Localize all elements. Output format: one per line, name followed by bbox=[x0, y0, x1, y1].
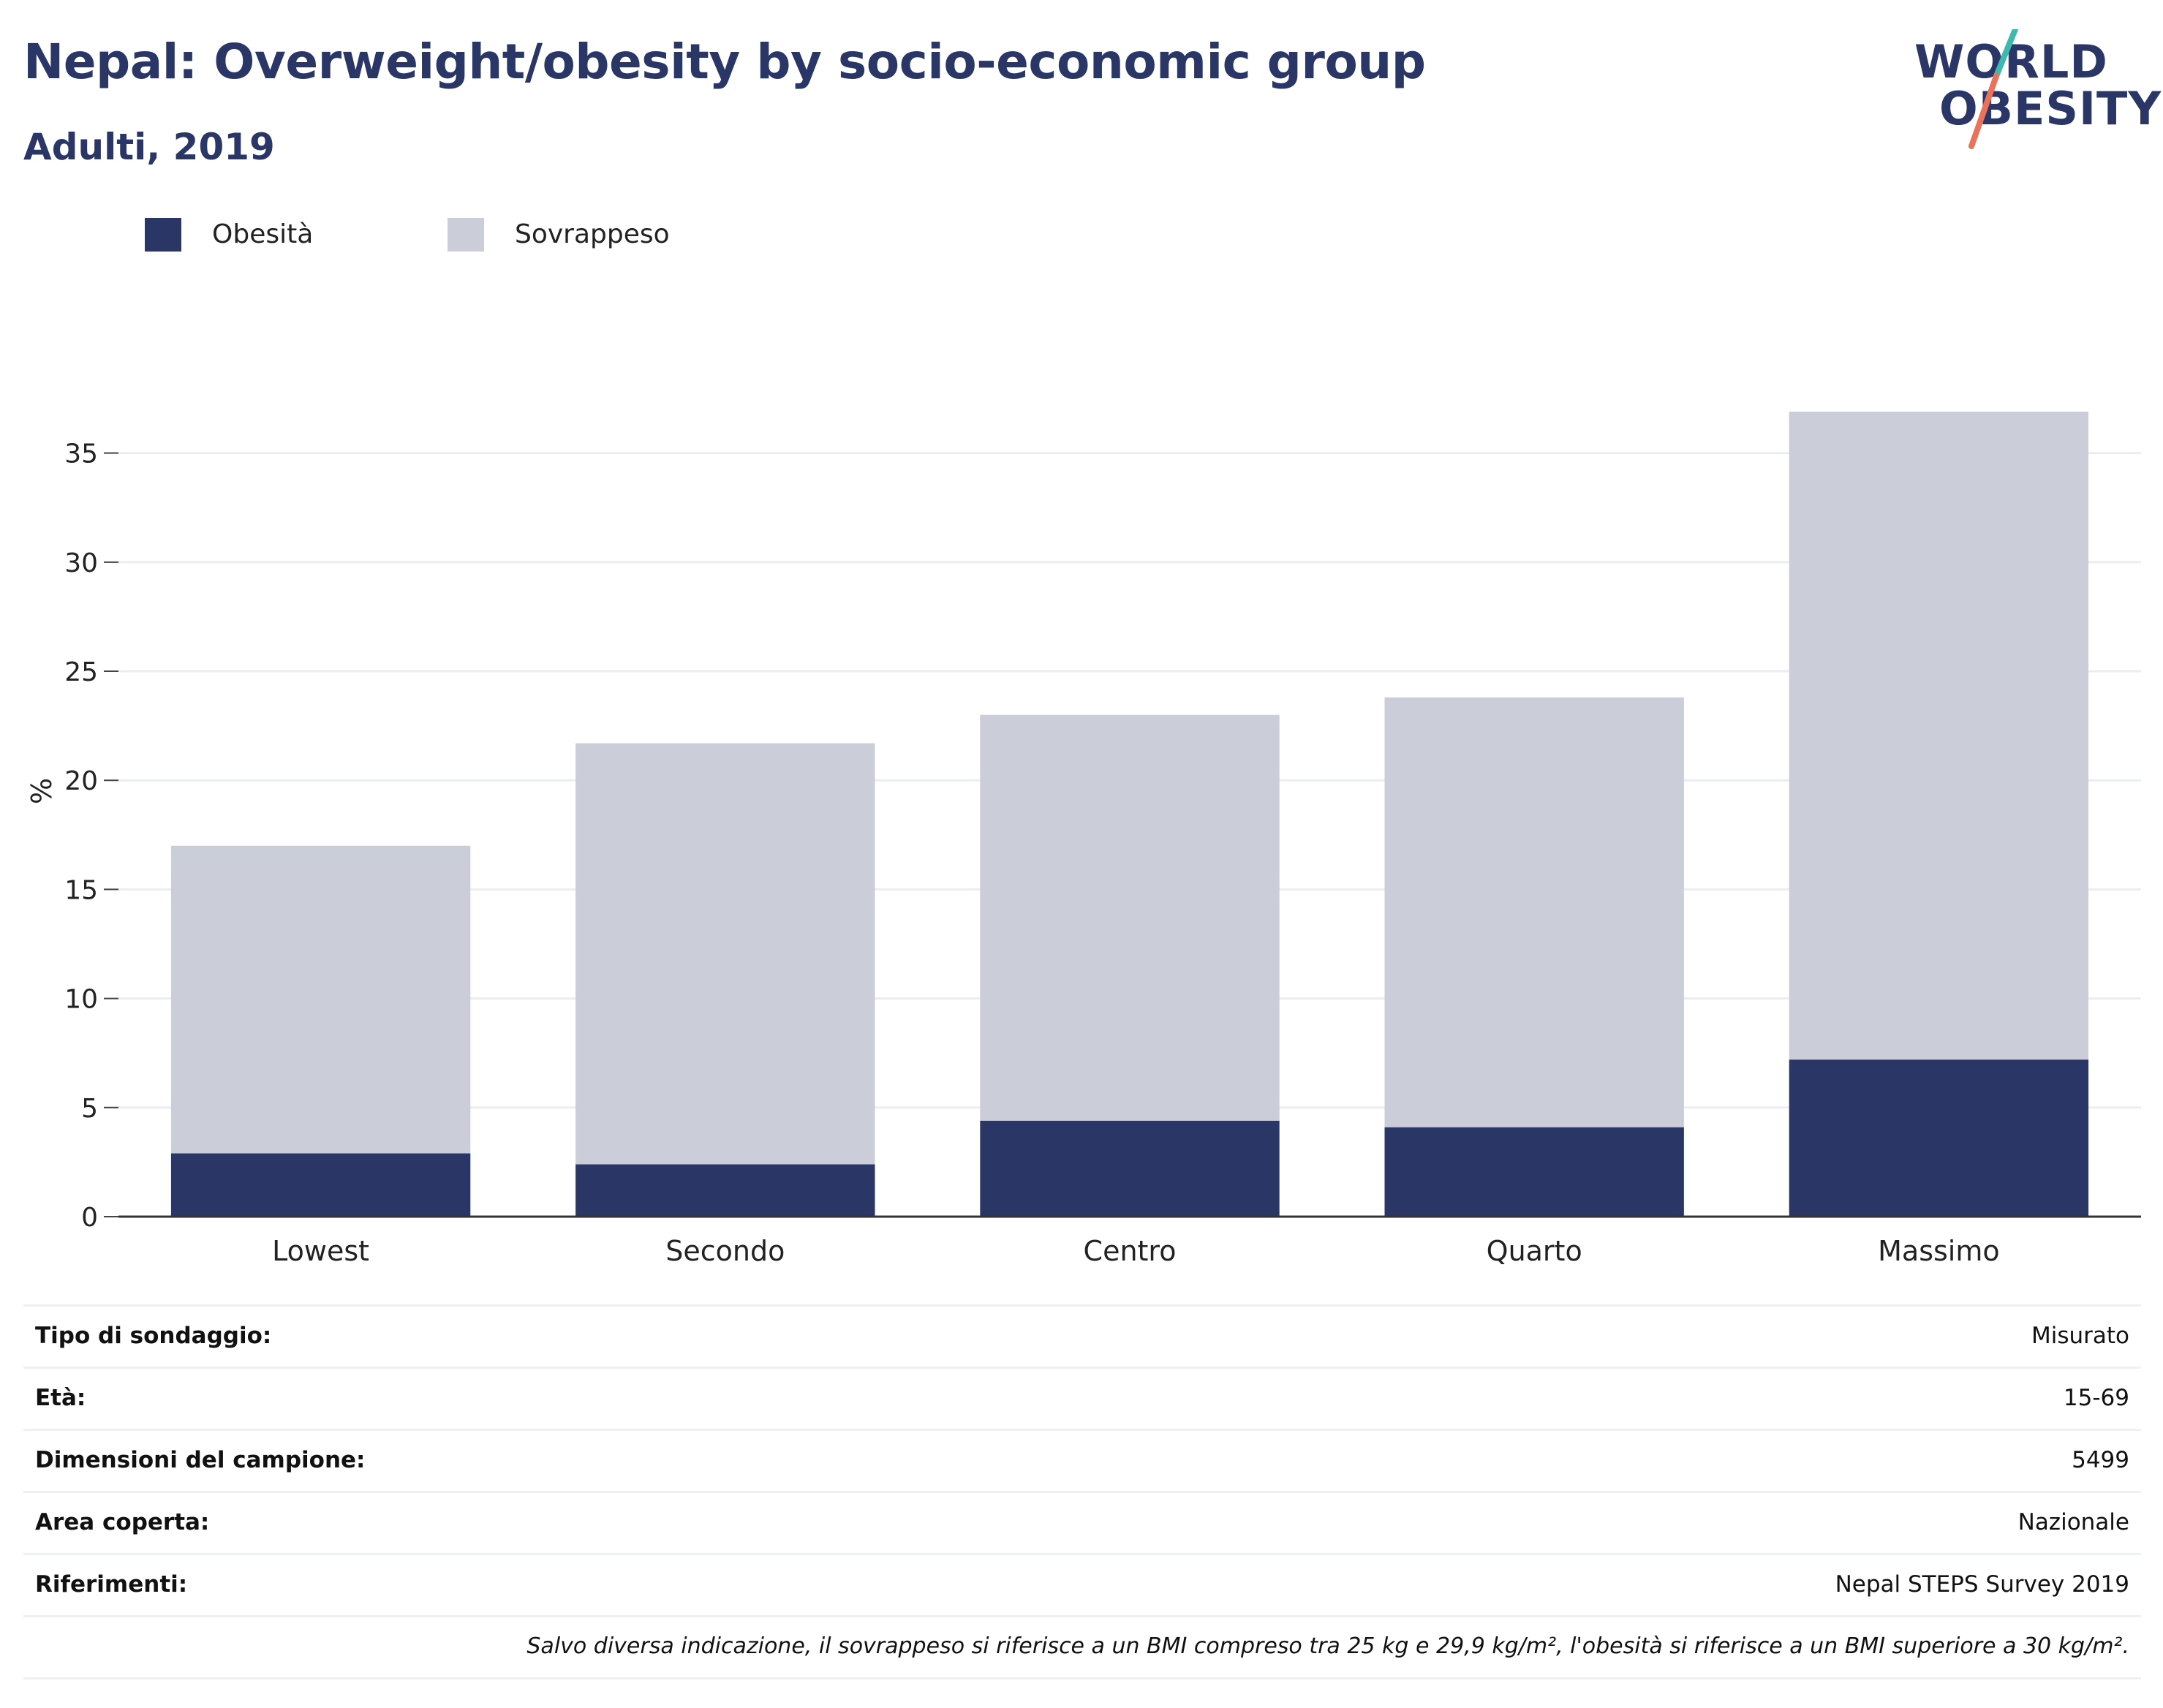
info-row-area: Area coperta: Nazionale bbox=[23, 1491, 2141, 1553]
legend-swatch-obesity bbox=[145, 218, 181, 252]
bar-obesity bbox=[1384, 1127, 1684, 1217]
legend-label-obesity: Obesità bbox=[212, 219, 314, 249]
y-tick-label: 5 bbox=[81, 1094, 98, 1124]
world-obesity-logo: WORLD OBESITY bbox=[1901, 29, 2161, 154]
info-label: Area coperta: bbox=[35, 1509, 210, 1535]
bar-obesity bbox=[1789, 1059, 2089, 1217]
info-value: 15-69 bbox=[2063, 1385, 2129, 1411]
bar-overweight bbox=[1384, 697, 1684, 1127]
bar-overweight bbox=[1789, 411, 2089, 1060]
note-text: Salvo diversa indicazione, il sovrappeso… bbox=[526, 1633, 2129, 1659]
bar-overweight bbox=[575, 743, 875, 1165]
info-value: 5499 bbox=[2072, 1447, 2129, 1473]
y-tick-label: 35 bbox=[64, 439, 98, 469]
y-axis-label: % bbox=[26, 778, 58, 804]
chart-title: Nepal: Overweight/obesity by socio-econo… bbox=[23, 34, 1426, 90]
info-value: Misurato bbox=[2031, 1323, 2129, 1349]
info-row-survey-type: Tipo di sondaggio: Misurato bbox=[23, 1304, 2141, 1367]
legend-swatch-overweight bbox=[448, 218, 484, 252]
y-tick-label: 10 bbox=[64, 985, 98, 1015]
info-label: Tipo di sondaggio: bbox=[35, 1323, 272, 1349]
survey-info-table: Tipo di sondaggio: Misurato Età: 15-69 D… bbox=[23, 1304, 2141, 1679]
x-tick-label: Quarto bbox=[1487, 1235, 1582, 1267]
x-tick-label: Massimo bbox=[1878, 1235, 2000, 1267]
info-label: Età: bbox=[35, 1385, 86, 1411]
y-tick-label: 0 bbox=[81, 1203, 98, 1233]
bar-obesity bbox=[575, 1164, 875, 1217]
bar-overweight bbox=[980, 714, 1280, 1121]
info-value: Nepal STEPS Survey 2019 bbox=[1835, 1571, 2129, 1598]
chart-subtitle: Adulti, 2019 bbox=[23, 126, 275, 168]
info-label: Riferimenti: bbox=[35, 1571, 188, 1598]
info-value: Nazionale bbox=[2017, 1509, 2129, 1535]
bmi-definition-note: Salvo diversa indicazione, il sovrappeso… bbox=[23, 1615, 2141, 1679]
y-tick-label: 15 bbox=[64, 875, 98, 905]
bar-obesity bbox=[170, 1153, 471, 1217]
info-label: Dimensioni del campione: bbox=[35, 1447, 366, 1473]
x-tick-label: Centro bbox=[1084, 1235, 1177, 1267]
legend-label-overweight: Sovrappeso bbox=[515, 219, 670, 249]
info-row-sample-size: Dimensioni del campione: 5499 bbox=[23, 1429, 2141, 1491]
y-tick-label: 25 bbox=[64, 657, 98, 687]
bar-chart: 0 5 10 15 20 25 30 35% Lowest Secondo Centro Quarto… bbox=[26, 411, 2141, 1267]
x-tick-label: Lowest bbox=[272, 1235, 369, 1267]
y-tick-label: 30 bbox=[64, 548, 98, 578]
info-row-references: Riferimenti: Nepal STEPS Survey 2019 bbox=[23, 1553, 2141, 1615]
info-row-age: Età: 15-69 bbox=[23, 1367, 2141, 1429]
logo-slash-icon bbox=[1968, 29, 2018, 149]
x-tick-label: Secondo bbox=[665, 1235, 785, 1267]
y-tick-label: 20 bbox=[64, 766, 98, 796]
bar-overweight bbox=[170, 845, 471, 1154]
bar-obesity bbox=[980, 1120, 1280, 1217]
